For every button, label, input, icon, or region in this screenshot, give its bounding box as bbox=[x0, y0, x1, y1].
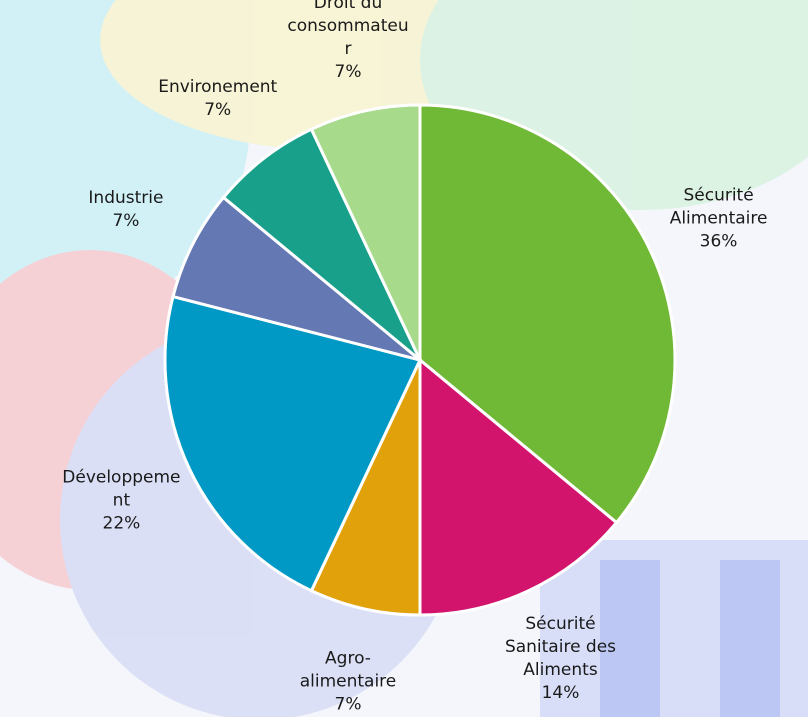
pie-slice bbox=[309, 359, 422, 617]
pie-slice bbox=[221, 127, 422, 362]
slice-label: Droit du consommateur 7% bbox=[287, 0, 409, 84]
category-label: Industrie bbox=[88, 188, 164, 209]
value-label: 22% bbox=[102, 513, 141, 533]
value-label: 14% bbox=[541, 682, 580, 703]
slice-label: Développement 22% bbox=[60, 466, 182, 535]
slice-label: Industrie 7% bbox=[65, 187, 187, 233]
value-label: 7% bbox=[334, 694, 362, 715]
slice-label: Environement 7% bbox=[157, 76, 279, 122]
category-label: Environement bbox=[158, 77, 278, 98]
category-label: Agro-alimentaire bbox=[299, 648, 397, 692]
pie-slice bbox=[418, 103, 677, 525]
pie-slice bbox=[309, 103, 422, 361]
slice-label: Sécurité Sanitaire des Aliments 14% bbox=[500, 613, 622, 705]
pie-slice bbox=[418, 356, 619, 617]
category-label: Développement bbox=[62, 467, 181, 510]
pie bbox=[163, 103, 677, 617]
pie-slice bbox=[163, 294, 423, 593]
value-label: 7% bbox=[112, 211, 140, 232]
category-label: Sécurité Sanitaire des Aliments bbox=[504, 613, 617, 680]
value-label: 36% bbox=[699, 231, 738, 252]
category-label: Droit du consommateur bbox=[287, 0, 409, 59]
value-label: 7% bbox=[204, 100, 232, 121]
value-label: 7% bbox=[334, 61, 362, 82]
pie-slice bbox=[171, 195, 421, 362]
category-label: Sécurité Alimentaire bbox=[669, 185, 768, 229]
slice-label: Agro-alimentaire 7% bbox=[287, 648, 409, 717]
slice-label: Sécurité Alimentaire 36% bbox=[658, 185, 780, 254]
